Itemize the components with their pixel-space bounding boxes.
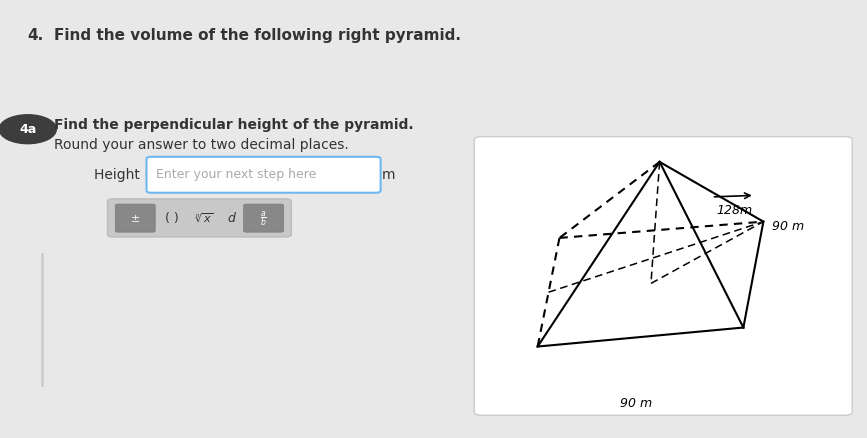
Text: $\pm$: $\pm$: [130, 212, 140, 224]
Circle shape: [0, 115, 56, 144]
Text: 4.: 4.: [28, 28, 44, 43]
Text: ( ): ( ): [165, 212, 179, 225]
Text: $\frac{a}{b}$: $\frac{a}{b}$: [260, 208, 267, 228]
Text: Find the volume of the following right pyramid.: Find the volume of the following right p…: [54, 28, 460, 43]
FancyBboxPatch shape: [115, 204, 155, 232]
FancyBboxPatch shape: [147, 157, 381, 193]
Text: 128m: 128m: [716, 205, 752, 217]
Text: 90 m: 90 m: [772, 220, 805, 233]
FancyBboxPatch shape: [244, 204, 284, 232]
Text: $\sqrt[n]{x}$: $\sqrt[n]{x}$: [194, 212, 213, 225]
Text: $d$: $d$: [227, 211, 238, 225]
Text: Round your answer to two decimal places.: Round your answer to two decimal places.: [54, 138, 349, 152]
FancyBboxPatch shape: [108, 199, 291, 237]
Text: 4a: 4a: [19, 123, 36, 136]
Text: Enter your next step here: Enter your next step here: [156, 168, 316, 181]
FancyBboxPatch shape: [474, 137, 852, 415]
Text: 90 m: 90 m: [620, 397, 652, 410]
Text: Height =: Height =: [94, 168, 155, 182]
Text: Find the perpendicular height of the pyramid.: Find the perpendicular height of the pyr…: [54, 118, 414, 132]
Text: m: m: [381, 168, 395, 182]
